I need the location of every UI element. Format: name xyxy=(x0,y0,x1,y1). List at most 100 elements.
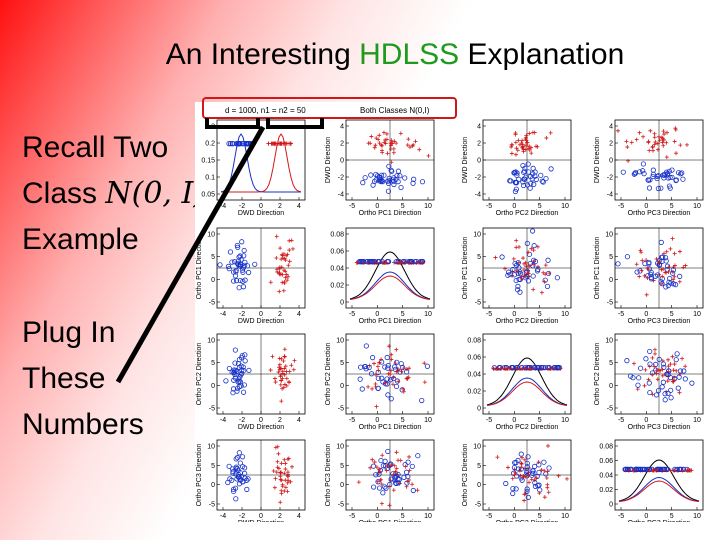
point-class1 xyxy=(410,180,416,186)
point-class2 xyxy=(384,137,389,142)
x-axis-label: Ortho PC3 Direction xyxy=(628,424,691,431)
point-class1 xyxy=(242,465,248,471)
point-class2 xyxy=(530,130,535,135)
x-axis-label: Ortho PC3 Direction xyxy=(628,210,691,217)
point-class1 xyxy=(658,466,664,472)
point-class1 xyxy=(653,392,660,398)
y-tick-label: -5 xyxy=(607,300,613,307)
point-class1 xyxy=(631,171,637,177)
point-class2 xyxy=(503,266,508,271)
point-class2 xyxy=(399,369,404,374)
x-tick-label: -5 xyxy=(349,311,355,318)
point-class2 xyxy=(539,467,544,472)
point-class2 xyxy=(514,146,519,151)
point-class2 xyxy=(683,263,688,268)
point-class1 xyxy=(405,459,411,465)
point-class2 xyxy=(370,457,375,462)
point-class2 xyxy=(288,479,293,484)
x-tick-label: 0 xyxy=(259,417,263,424)
point-class2 xyxy=(291,367,296,372)
point-class2 xyxy=(545,485,550,490)
point-class2 xyxy=(634,137,639,142)
point-class1 xyxy=(393,176,399,182)
point-class2 xyxy=(374,465,379,470)
point-class2 xyxy=(664,155,669,160)
point-class2 xyxy=(374,404,379,409)
point-class1 xyxy=(532,480,538,486)
point-class2 xyxy=(537,491,542,496)
point-class1 xyxy=(529,228,536,234)
y-tick-label: 0.02 xyxy=(599,487,613,494)
point-class1 xyxy=(678,466,684,472)
point-class2 xyxy=(522,492,527,497)
point-class1 xyxy=(409,463,415,470)
point-class2 xyxy=(387,503,392,508)
x-tick-label: -5 xyxy=(618,513,624,520)
point-class2 xyxy=(282,354,287,359)
point-class1 xyxy=(507,178,513,184)
y-tick-label: -2 xyxy=(475,175,481,182)
point-class2 xyxy=(680,468,685,473)
point-class2 xyxy=(379,357,384,362)
y-tick-label: 10 xyxy=(207,232,215,239)
point-class1 xyxy=(384,381,390,387)
point-class2 xyxy=(547,271,552,276)
point-class1 xyxy=(640,161,647,167)
point-class2 xyxy=(522,498,527,503)
y-tick-label: 0.06 xyxy=(599,458,613,465)
y-axis-label: Ortho PC3 Direction xyxy=(325,444,332,507)
point-class1 xyxy=(375,385,381,391)
point-class2 xyxy=(274,234,279,239)
point-class1 xyxy=(405,473,411,480)
point-class1 xyxy=(668,387,674,393)
point-class2 xyxy=(276,141,281,146)
point-class1 xyxy=(668,395,674,401)
point-class1 xyxy=(661,466,668,472)
x-axis-label: DWD Direction xyxy=(238,520,284,522)
x-tick-label: -2 xyxy=(239,417,245,424)
x-tick-label: 5 xyxy=(538,513,542,520)
point-class2 xyxy=(631,361,636,366)
point-class2 xyxy=(370,386,375,391)
x-tick-label: 5 xyxy=(401,417,405,424)
x-tick-label: -2 xyxy=(239,311,245,318)
point-class1 xyxy=(510,485,516,492)
point-class2 xyxy=(372,460,377,465)
point-class1 xyxy=(655,387,662,394)
point-class2 xyxy=(276,370,281,375)
point-class1 xyxy=(389,168,395,174)
point-class2 xyxy=(366,384,371,389)
y-tick-label: 4 xyxy=(340,124,344,131)
point-class2 xyxy=(377,133,382,138)
point-class2 xyxy=(645,275,650,280)
point-class2 xyxy=(671,377,676,382)
point-class1 xyxy=(404,369,410,375)
point-class2 xyxy=(273,380,278,385)
y-tick-label: 0.05 xyxy=(201,192,215,199)
point-class1 xyxy=(524,468,530,474)
point-class1 xyxy=(410,487,416,494)
point-class2 xyxy=(499,366,504,371)
point-class2 xyxy=(545,469,550,474)
point-class2 xyxy=(381,130,386,135)
y-tick-label: 0 xyxy=(211,482,215,489)
x-tick-label: 10 xyxy=(693,417,701,424)
point-class1 xyxy=(225,479,231,486)
point-class2 xyxy=(656,134,661,139)
point-class2 xyxy=(278,246,283,251)
point-class1 xyxy=(531,243,537,249)
y-tick-label: 10 xyxy=(207,444,215,451)
x-axis-label: Ortho PC3 Direction xyxy=(628,520,691,522)
x-tick-label: -5 xyxy=(618,417,624,424)
point-class2 xyxy=(531,287,536,292)
y-tick-label: 0 xyxy=(340,158,344,165)
x-tick-label: 2 xyxy=(278,203,282,210)
y-tick-label: 5 xyxy=(211,463,215,470)
point-class2 xyxy=(660,367,665,372)
point-class2 xyxy=(637,274,642,279)
x-tick-label: 4 xyxy=(297,513,301,520)
point-class1 xyxy=(672,466,678,472)
point-class2 xyxy=(629,140,634,145)
point-class1 xyxy=(524,486,530,492)
